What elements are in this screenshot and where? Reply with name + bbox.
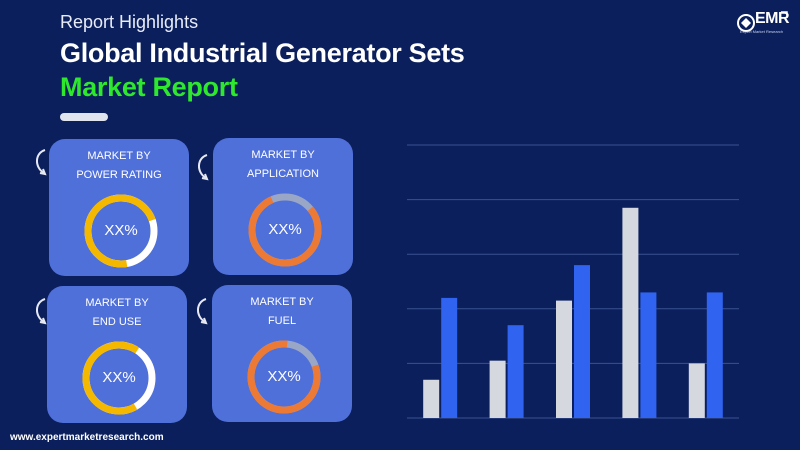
card-value: XX% bbox=[102, 369, 136, 386]
bar-series-1-5 bbox=[688, 363, 705, 418]
bar-series-1-4 bbox=[622, 207, 639, 418]
bar-series-2-3 bbox=[574, 265, 590, 418]
title-underline-pill bbox=[60, 113, 108, 121]
bar-series-2-4 bbox=[640, 292, 657, 418]
logo-text: EMR bbox=[755, 10, 790, 27]
market-card-application: MARKET BY APPLICATION XX% bbox=[213, 138, 353, 275]
donut-ring bbox=[247, 340, 321, 414]
donut-ring bbox=[248, 193, 322, 267]
bar-chart bbox=[407, 144, 739, 419]
emr-logo-icon bbox=[737, 11, 788, 32]
curved-arrow-icon bbox=[36, 149, 47, 176]
card-label: MARKET BY APPLICATION bbox=[247, 149, 319, 180]
report-subtitle: Report Highlights bbox=[60, 12, 199, 32]
donut-ring bbox=[84, 194, 158, 268]
bar-series-1-1 bbox=[423, 379, 440, 418]
donut-ring bbox=[82, 341, 156, 415]
card-label: MARKET BY POWER RATING bbox=[76, 150, 162, 181]
market-card-end-use: MARKET BY END USE XX% bbox=[47, 286, 187, 423]
curved-arrow-icon bbox=[36, 298, 47, 325]
footer-url: www.expertmarketresearch.com bbox=[10, 432, 164, 443]
card-label: MARKET BY END USE bbox=[85, 297, 149, 328]
report-title-line2: Market Report bbox=[60, 72, 238, 102]
bar-series-2-2 bbox=[507, 325, 524, 418]
bar-series-1-3 bbox=[556, 300, 572, 418]
curved-arrow-icon bbox=[198, 154, 209, 181]
card-value: XX% bbox=[267, 368, 301, 385]
market-card-power-rating: MARKET BY POWER RATING XX% bbox=[49, 139, 189, 276]
market-card-fuel: MARKET BY FUEL XX% bbox=[212, 285, 352, 422]
bar-series-2-1 bbox=[441, 297, 458, 418]
card-value: XX% bbox=[104, 222, 138, 239]
curved-arrow-icon bbox=[197, 298, 208, 325]
bar-series-1-2 bbox=[489, 360, 506, 418]
card-value: XX% bbox=[268, 221, 302, 238]
report-title-line1: Global Industrial Generator Sets bbox=[60, 38, 465, 68]
logo-tagline: Expert Market Research bbox=[740, 29, 784, 34]
bar-series-2-5 bbox=[706, 292, 723, 418]
card-label: MARKET BY FUEL bbox=[250, 296, 314, 327]
